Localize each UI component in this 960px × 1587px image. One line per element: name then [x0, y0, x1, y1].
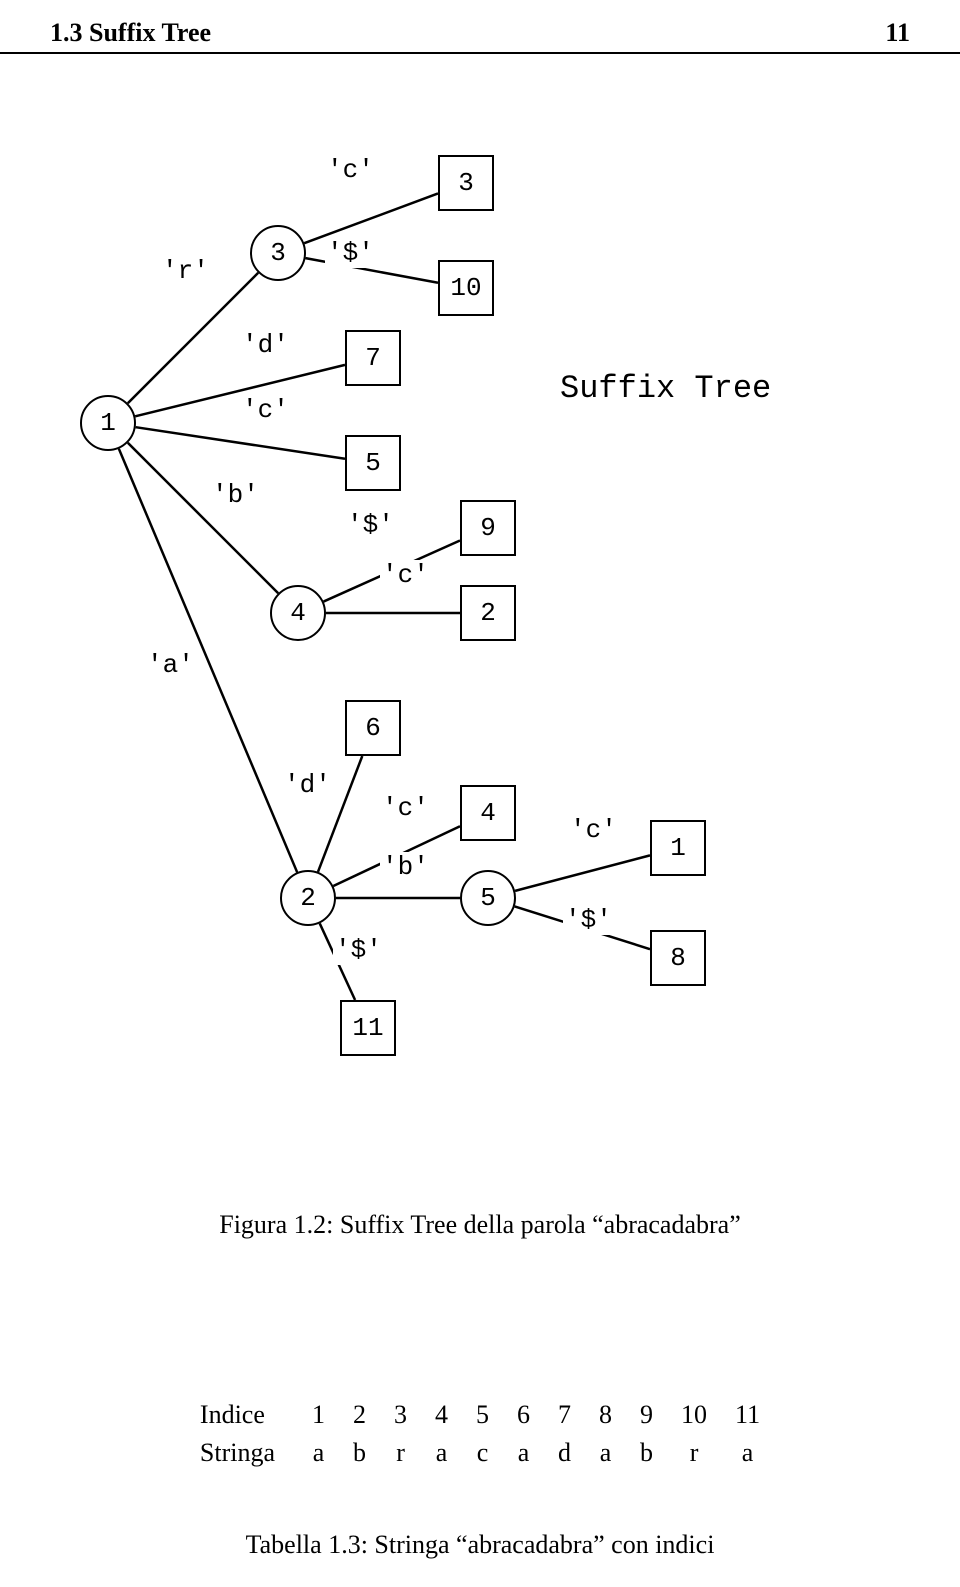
row-header-indice: Indice [187, 1397, 297, 1433]
letter-cell: a [422, 1435, 461, 1471]
table-caption: Tabella 1.3: Stringa “abracadabra” con i… [0, 1530, 960, 1560]
edge-label: '$' [563, 905, 614, 935]
index-cell: 2 [340, 1397, 379, 1433]
leaf-node-8: 8 [650, 930, 706, 986]
tree-edge [515, 855, 650, 891]
tree-edge [128, 273, 258, 403]
letter-cell: a [299, 1435, 338, 1471]
edge-label: 'd' [240, 330, 291, 360]
letter-cell: d [545, 1435, 584, 1471]
leaf-node-5: 5 [345, 435, 401, 491]
index-cell: 11 [722, 1397, 773, 1433]
edge-label: 'c' [325, 155, 376, 185]
leaf-node-2: 2 [460, 585, 516, 641]
leaf-node-11: 11 [340, 1000, 396, 1056]
edge-label: '$' [325, 238, 376, 268]
leaf-node-6: 6 [345, 700, 401, 756]
leaf-node-9: 9 [460, 500, 516, 556]
tree-edge [128, 443, 278, 593]
leaf-node-3: 3 [438, 155, 494, 211]
table-row-string: Stringa abracadabra [187, 1435, 773, 1471]
letter-cell: a [722, 1435, 773, 1471]
internal-node-3: 3 [250, 225, 306, 281]
diagram-title: Suffix Tree [560, 370, 771, 407]
edge-label: 'c' [240, 395, 291, 425]
index-cell: 5 [463, 1397, 502, 1433]
edge-label: '$' [345, 510, 396, 540]
internal-node-5: 5 [460, 870, 516, 926]
edge-label: '$' [333, 935, 384, 965]
edge-label: 'r' [160, 256, 211, 286]
internal-node-4: 4 [270, 585, 326, 641]
leaf-node-1: 1 [650, 820, 706, 876]
index-cell: 3 [381, 1397, 420, 1433]
leaf-node-7: 7 [345, 330, 401, 386]
index-cell: 8 [586, 1397, 625, 1433]
index-string-table: Indice 1234567891011 Stringa abracadabra [185, 1395, 775, 1473]
internal-node-2: 2 [280, 870, 336, 926]
letter-cell: a [586, 1435, 625, 1471]
index-cell: 9 [627, 1397, 666, 1433]
edge-label: 'd' [282, 770, 333, 800]
letter-cell: r [381, 1435, 420, 1471]
row-header-stringa: Stringa [187, 1435, 297, 1471]
edge-label: 'c' [380, 793, 431, 823]
tree-edge [136, 427, 345, 459]
letter-cell: b [340, 1435, 379, 1471]
suffix-tree-diagram: 1 3 4 2 5 3 10 7 5 9 2 6 4 1 8 11 'r' 'd' 'c' 'b' 'a' 'c' '$'… [0, 0, 960, 1200]
table-row-indices: Indice 1234567891011 [187, 1397, 773, 1433]
page: 1.3 Suffix Tree 11 134253107592641811 'r… [0, 0, 960, 1587]
figure-caption: Figura 1.2: Suffix Tree della parola “ab… [0, 1210, 960, 1240]
index-cell: 10 [668, 1397, 720, 1433]
edge-label: 'b' [380, 852, 431, 882]
index-cell: 1 [299, 1397, 338, 1433]
tree-edge [304, 193, 438, 243]
index-cell: 4 [422, 1397, 461, 1433]
letter-cell: b [627, 1435, 666, 1471]
edge-label: 'c' [568, 815, 619, 845]
edge-label: 'b' [210, 480, 261, 510]
edge-label: 'a' [145, 650, 196, 680]
table-wrap: Indice 1234567891011 Stringa abracadabra [0, 1395, 960, 1473]
edge-label: 'c' [380, 560, 431, 590]
leaf-node-4: 4 [460, 785, 516, 841]
letter-cell: r [668, 1435, 720, 1471]
letter-cell: c [463, 1435, 502, 1471]
index-cell: 6 [504, 1397, 543, 1433]
index-cell: 7 [545, 1397, 584, 1433]
letter-cell: a [504, 1435, 543, 1471]
leaf-node-10: 10 [438, 260, 494, 316]
internal-node-1: 1 [80, 395, 136, 451]
